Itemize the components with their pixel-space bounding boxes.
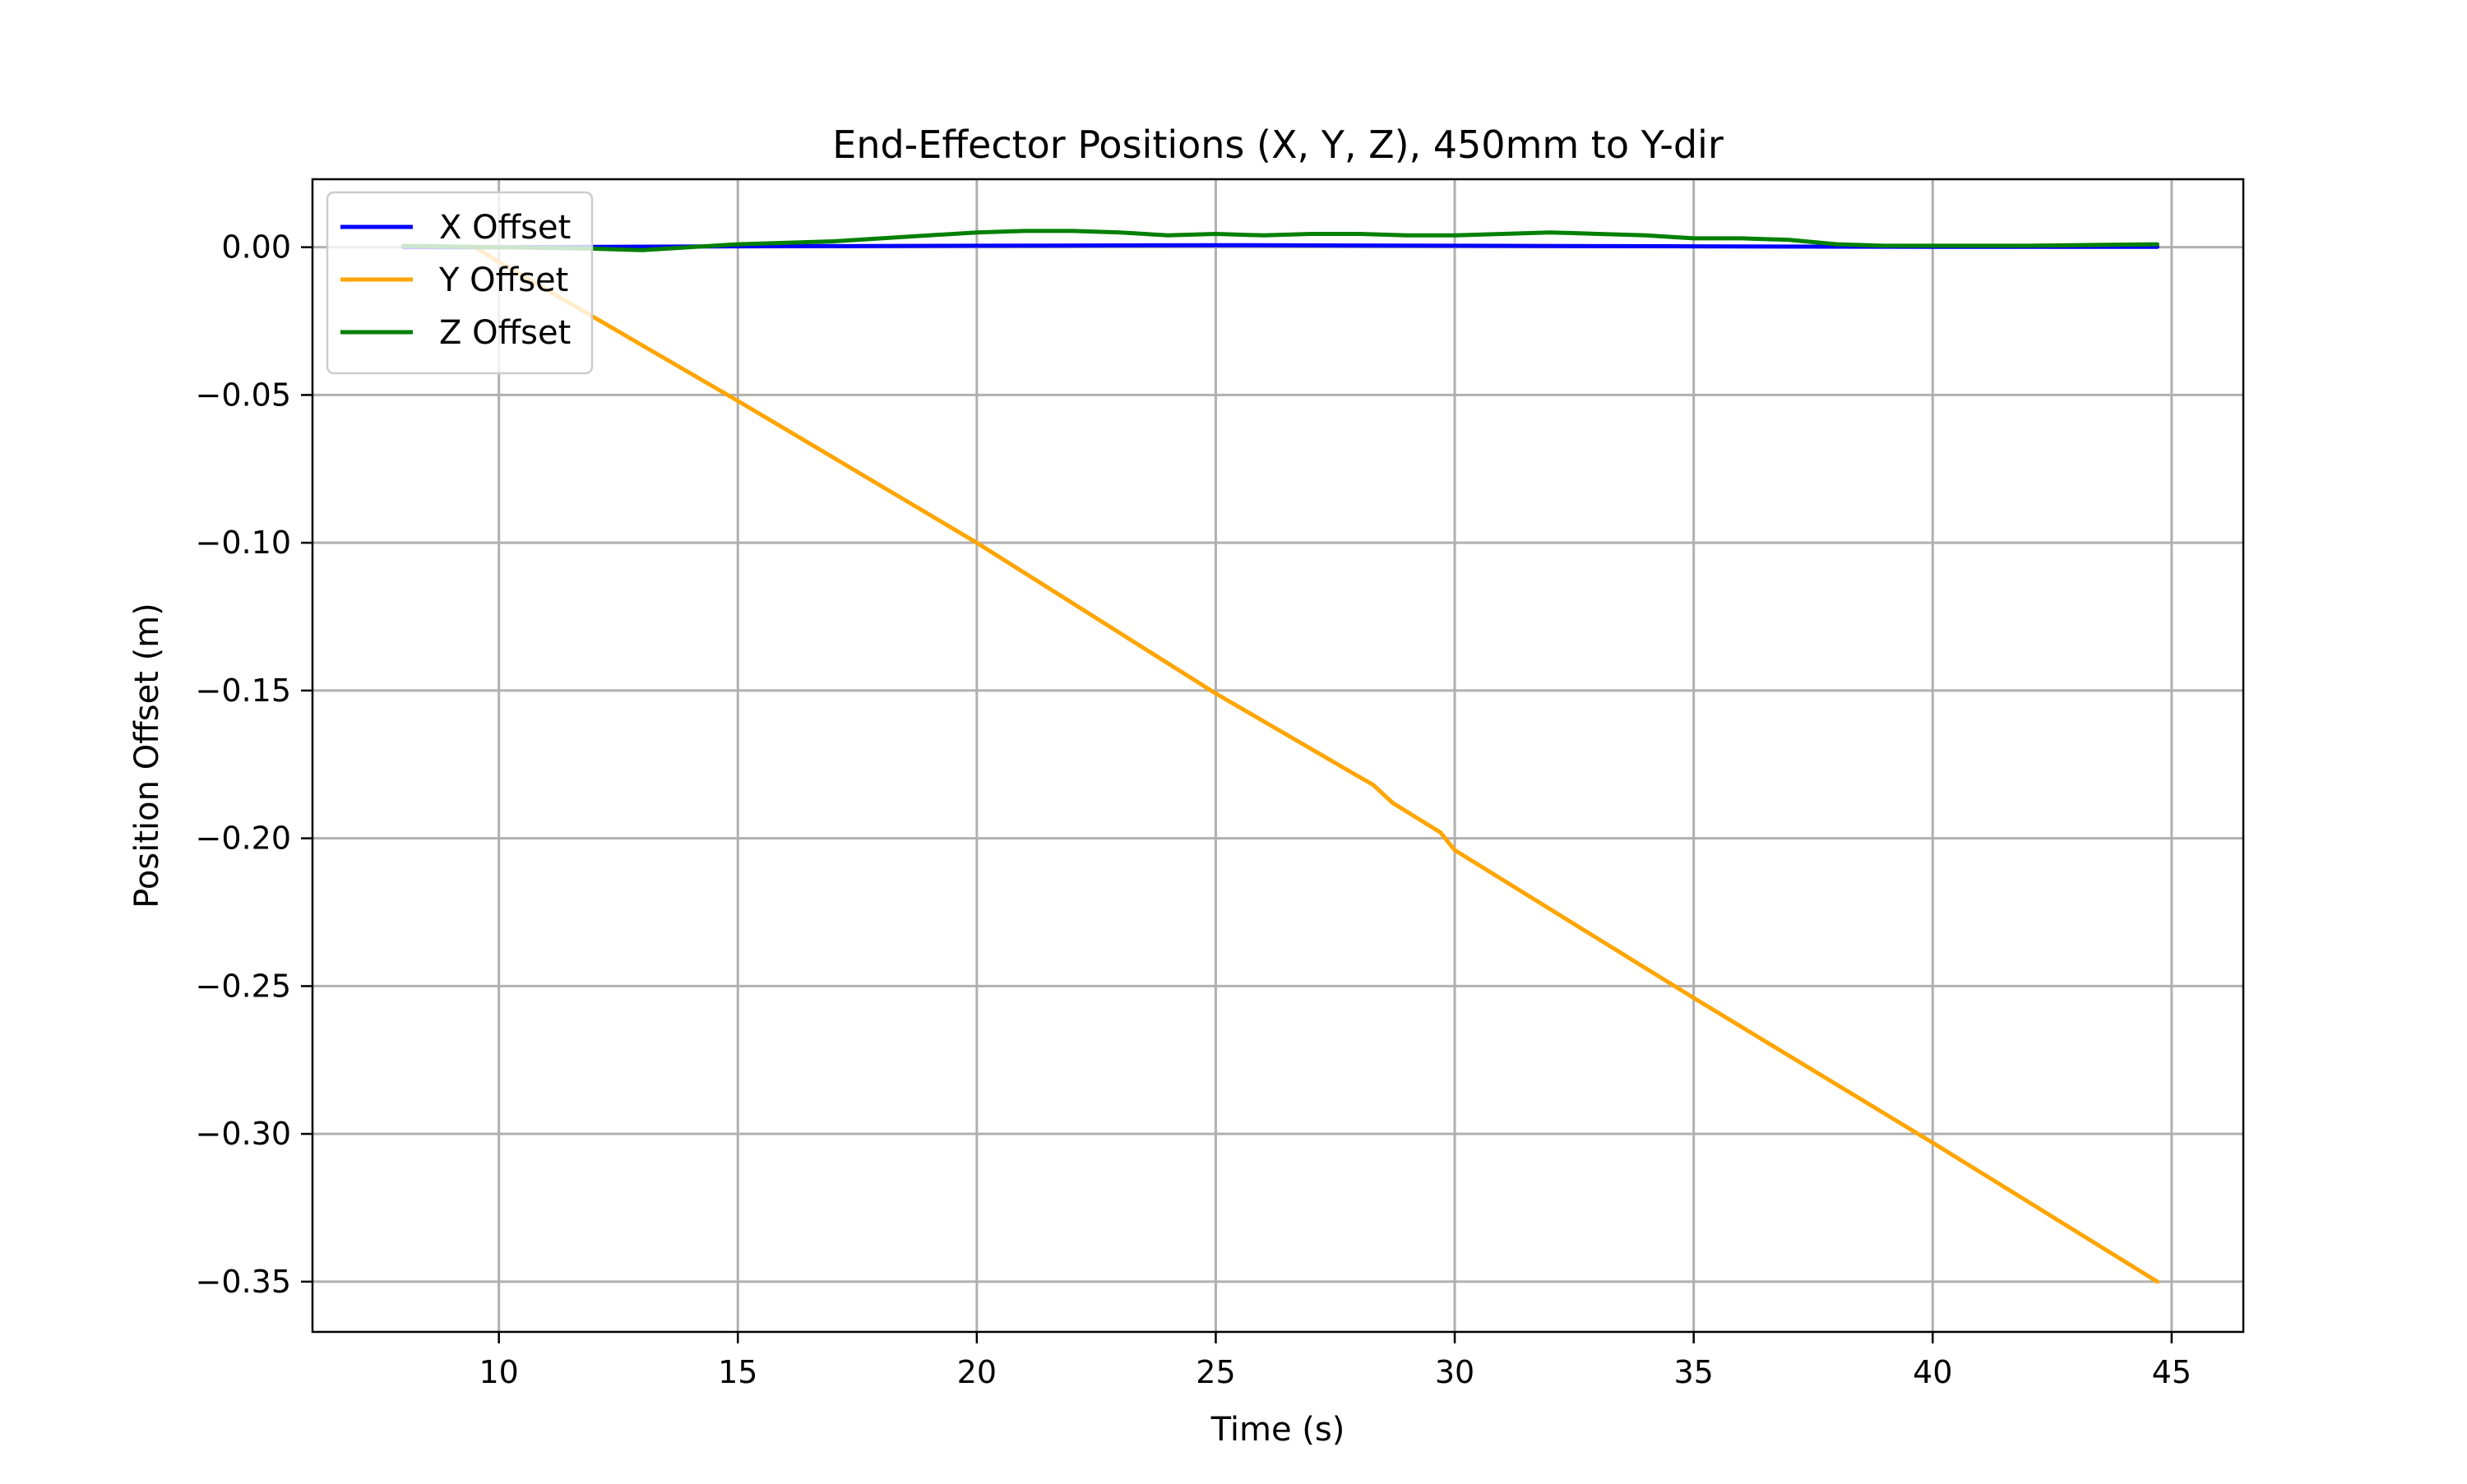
x-tick-label: 15 <box>718 1354 757 1390</box>
y-tick-label: −0.30 <box>196 1116 291 1152</box>
y-axis-label: Position Offset (m) <box>128 603 166 908</box>
x-tick-label: 45 <box>2152 1354 2192 1390</box>
legend-box <box>326 191 594 375</box>
chart-title: End-Effector Positions (X, Y, Z), 450mm … <box>832 123 1724 167</box>
x-tick-label: 40 <box>1913 1354 1952 1390</box>
x-tick-label: 25 <box>1196 1354 1235 1390</box>
x-tick-label: 10 <box>479 1354 518 1390</box>
legend-label-y-offset: Y Offset <box>438 261 568 299</box>
x-axis-label: Time (s) <box>1210 1411 1345 1449</box>
x-tick-label: 20 <box>957 1354 997 1390</box>
y-tick-label: −0.15 <box>196 673 291 709</box>
legend-label-x-offset: X Offset <box>439 209 571 247</box>
y-tick-label: −0.20 <box>196 821 291 857</box>
z-offset-line <box>400 229 2159 252</box>
y-tick-label: −0.35 <box>196 1264 291 1300</box>
y-tick-label: −0.05 <box>196 377 291 413</box>
axis-ticks: 10 15 20 25 30 35 40 45 0.00 −0.05 −0.10 −0.15 −0.20… <box>196 229 2192 1390</box>
x-tick-label: 35 <box>1673 1354 1713 1390</box>
x-tick-label: 30 <box>1435 1354 1474 1390</box>
legend-label-z-offset: Z Offset <box>439 314 571 352</box>
y-tick-label: 0.00 <box>221 229 291 266</box>
legend: X Offset Y Offset Z Offset <box>326 191 594 375</box>
plot-frame <box>311 178 2245 1334</box>
y-tick-label: −0.25 <box>196 968 291 1004</box>
y-tick-label: −0.10 <box>196 525 291 561</box>
